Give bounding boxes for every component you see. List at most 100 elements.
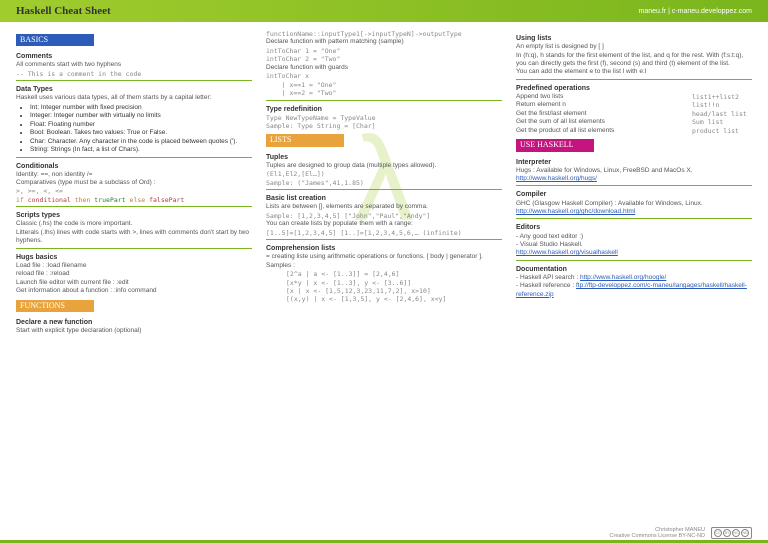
scripts-t1: Classic (.hs) the code is more important…: [16, 220, 252, 228]
op-row: Get the sum of all list elementsSum list: [516, 118, 752, 126]
column-3: Using lists An empty list is designed by…: [516, 30, 752, 336]
using-head: Using lists: [516, 34, 752, 43]
compiler-text: GHC (Glasgow Haskell Compiler) : Availab…: [516, 200, 752, 208]
divider: [16, 206, 252, 207]
cheatsheet-page: Haskell Cheat Sheet maneu.fr | c-maneu.d…: [0, 0, 768, 543]
fn-c5: | x==1 = "One": [266, 81, 502, 89]
ops-head: Predefined operations: [516, 84, 752, 93]
basic-t1: Lists are between [], elements are separ…: [266, 203, 502, 211]
comp-t2: Samples :: [266, 262, 502, 270]
header-bar: Haskell Cheat Sheet maneu.fr | c-maneu.d…: [0, 0, 768, 22]
comp-c4: [(x,y) | x <- [1,3,5], y <- [2,4,6], x<y…: [266, 295, 502, 303]
fn-c4: intToChar x: [266, 72, 502, 80]
divider: [266, 239, 502, 240]
docs-head: Documentation: [516, 265, 752, 274]
docs-row2: - Haskell reference : ftp://ftp-developp…: [516, 282, 752, 299]
comments-code: -- This is a comment in the code: [16, 70, 252, 78]
editors-head: Editors: [516, 223, 752, 232]
basic-c1: Sample: [1,2,3,4,5] ["John","Paul","Andy…: [266, 212, 502, 220]
basic-c2: [1..5]=[1,2,3,4,5] [1..]=[1,2,3,4,5,6,… …: [266, 229, 502, 237]
declare-head: Declare a new function: [16, 318, 252, 327]
docs-row1: - Haskell API search : http://www.haskel…: [516, 274, 752, 282]
interp-head: Interpreter: [516, 158, 752, 167]
tuples-c1: (El1,El2,[El…]): [266, 170, 502, 178]
divider: [516, 218, 752, 219]
compiler-head: Compiler: [516, 190, 752, 199]
editors-t1: - Any good text editor :): [516, 233, 752, 241]
footer: Christopher MANEU Creative Commons Licen…: [610, 527, 752, 539]
fn-t2: Declare function with guards: [266, 64, 502, 72]
cond-t2: Comparatives (type must be a subclass of…: [16, 179, 252, 187]
typedef-head: Type redefinition: [266, 105, 502, 114]
interp-text: Hugs : Available for Windows, Linux, Fre…: [516, 167, 752, 184]
section-use: USE HASKELL: [516, 139, 594, 151]
page-title: Haskell Cheat Sheet: [16, 5, 111, 17]
typedef-c2: Sample: Type String = [Char]: [266, 122, 502, 130]
hugs-t3: Launch file editor with current file : :…: [16, 279, 252, 287]
scripts-head: Scripts types: [16, 211, 252, 220]
fn-c6: | x==2 = "Two": [266, 89, 502, 97]
comp-c1: [2^a | a <- [1..3]] = [2,4,6]: [266, 270, 502, 278]
using-t3: You can add the element e to the list l …: [516, 68, 752, 76]
hugs-t1: Load file : :load filename: [16, 262, 252, 270]
divider: [516, 260, 752, 261]
op-row: Append two listslist1++list2: [516, 93, 752, 101]
cond-head: Conditionals: [16, 162, 252, 171]
hugs-t4: Get information about a function : :info…: [16, 287, 252, 295]
hugs-t2: reload file : :reload: [16, 270, 252, 278]
divider: [16, 248, 252, 249]
fn-t1: Declare function with pattern matching (…: [266, 38, 502, 46]
op-row: Return element nlist!!n: [516, 101, 752, 109]
datatypes-list: Int: Integer number with fixed precision…: [30, 104, 252, 155]
tuples-head: Tuples: [266, 153, 502, 162]
section-lists: LISTS: [266, 134, 344, 146]
divider: [16, 157, 252, 158]
ghc-link[interactable]: http://www.haskell.org/ghc/download.html: [516, 208, 752, 216]
list-item: String: Strings (In fact, a list of Char…: [30, 146, 252, 154]
list-item: Integer: Integer number with virtually n…: [30, 112, 252, 120]
content: λ BASICS Comments All comments start wit…: [0, 22, 768, 336]
comp-c3: [x | x <- [1,5,12,3,23,11,7,2], x>10]: [266, 287, 502, 295]
list-item: Int: Integer number with fixed precision: [30, 104, 252, 112]
datatypes-head: Data Types: [16, 85, 252, 94]
fn-c2: intToChar 1 = "One": [266, 47, 502, 55]
comp-c2: [x*y | x <- [1..3], y <- [3..6]]: [266, 279, 502, 287]
vshaskell-link[interactable]: http://www.haskell.org/visualhaskell: [516, 249, 752, 257]
fn-c1: functionName::inputType1[->inputTypeN]->…: [266, 30, 502, 38]
using-t1: An empty list is designed by [ ]: [516, 43, 752, 51]
divider: [266, 189, 502, 190]
section-functions: FUNCTIONS: [16, 300, 94, 312]
basic-t2: You can create lists by populate them wi…: [266, 220, 502, 228]
op-row: Get the product of all list elementsprod…: [516, 127, 752, 135]
list-item: Bool: Boolean. Takes two values: True or…: [30, 129, 252, 137]
using-t2: In (h:q), h stands for the first element…: [516, 52, 752, 69]
scripts-t2: Litterals (.lhs) lines with code starts …: [16, 229, 252, 246]
cond-t1: Identity: ==, non identity /=: [16, 171, 252, 179]
op-row: Get the first/last elementhead/last list: [516, 110, 752, 118]
editors-t2: - Visual Studio Haskell.: [516, 241, 752, 249]
list-item: Float: Floating number: [30, 121, 252, 129]
comments-text: All comments start with two hyphens: [16, 61, 252, 69]
site-ref: maneu.fr | c-maneu.developpez.com: [639, 8, 753, 15]
tuples-text: Tuples are designed to group data (multi…: [266, 162, 502, 170]
hugs-link[interactable]: http://www.haskell.org/hugs/: [516, 175, 597, 182]
cc-badge: CCBYNCND: [711, 527, 752, 539]
column-2: functionName::inputType1[->inputTypeN]->…: [266, 30, 502, 336]
datatypes-text: Haskell uses various data types, all of …: [16, 94, 252, 102]
list-item: Char: Character. Any character in the co…: [30, 138, 252, 146]
divider: [16, 80, 252, 81]
basic-head: Basic list creation: [266, 194, 502, 203]
hugs-head: Hugs basics: [16, 253, 252, 262]
fn-c3: intToChar 2 = "Two": [266, 55, 502, 63]
comments-head: Comments: [16, 52, 252, 61]
tuples-c2: Sample: ("James",41,1.85): [266, 179, 502, 187]
section-basics: BASICS: [16, 34, 94, 46]
divider: [516, 185, 752, 186]
cond-c1: >, >=, <, <=: [16, 187, 252, 195]
comp-t1: = creating liste using arithmetic operat…: [266, 253, 502, 261]
hoogle-link[interactable]: http://www.haskell.org/hoogle/: [580, 274, 666, 281]
column-1: BASICS Comments All comments start with …: [16, 30, 252, 336]
divider: [516, 79, 752, 80]
typedef-c1: Type NewTypeName = TypeValue: [266, 114, 502, 122]
cond-c2: if conditional then truePart else falseP…: [16, 196, 252, 204]
